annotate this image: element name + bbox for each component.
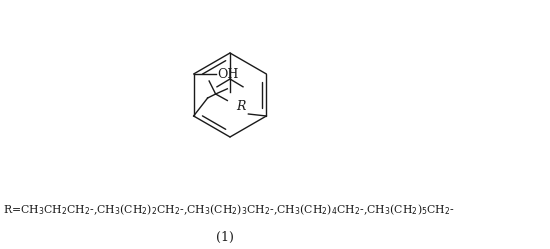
Text: R=CH$_3$CH$_2$CH$_2$-,CH$_3$(CH$_2$)$_2$CH$_2$-,CH$_3$(CH$_2$)$_3$CH$_2$-,CH$_3$: R=CH$_3$CH$_2$CH$_2$-,CH$_3$(CH$_2$)$_2$… <box>3 203 455 217</box>
Text: OH: OH <box>218 67 239 80</box>
Text: R: R <box>236 100 245 113</box>
Text: (1): (1) <box>216 231 234 244</box>
